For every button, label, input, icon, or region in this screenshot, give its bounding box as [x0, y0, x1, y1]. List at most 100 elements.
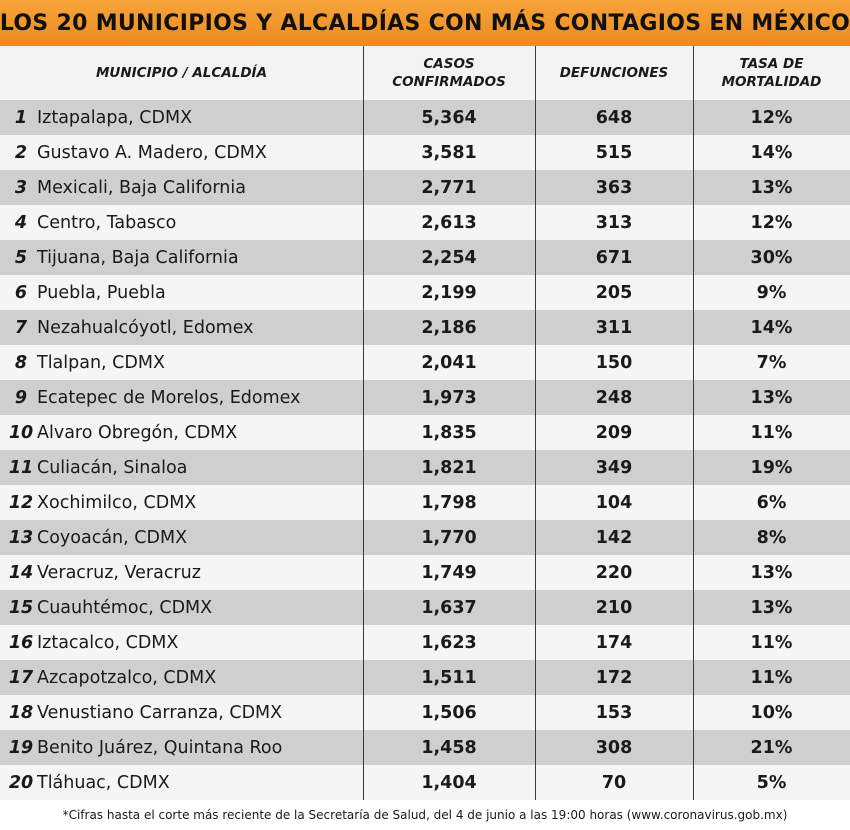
table-row: 15 Cuauhtémoc, CDMX 1,637 210 13%	[0, 590, 850, 625]
table-header: MUNICIPIO / ALCALDÍA CASOS CONFIRMADOS D…	[0, 46, 850, 100]
defunciones-cell: 210	[595, 597, 633, 618]
column-header-defunciones: DEFUNCIONES	[535, 46, 693, 100]
rank-cell: 2	[14, 142, 28, 163]
tasa-cell: 14%	[750, 142, 793, 163]
rank-cell: 1	[14, 107, 28, 128]
table-row: 19 Benito Juárez, Quintana Roo 1,458 308 21%	[0, 730, 850, 765]
rank-cell: 13	[8, 527, 34, 548]
rank-cell: 18	[8, 702, 34, 723]
casos-cell: 1,637	[421, 597, 477, 618]
tasa-cell: 12%	[750, 212, 793, 233]
table-row: 5 Tijuana, Baja California 2,254 671 30%	[0, 240, 850, 275]
defunciones-cell: 142	[595, 527, 633, 548]
defunciones-cell: 174	[595, 632, 633, 653]
municipio-cell: Iztapalapa, CDMX	[37, 107, 193, 128]
defunciones-cell: 349	[595, 457, 633, 478]
column-divider	[693, 46, 694, 800]
table-row: 8 Tlalpan, CDMX 2,041 150 7%	[0, 345, 850, 380]
tasa-cell: 10%	[750, 702, 793, 723]
rank-cell: 14	[8, 562, 34, 583]
rank-cell: 15	[8, 597, 34, 618]
rank-cell: 4	[14, 212, 28, 233]
tasa-cell: 9%	[756, 282, 787, 303]
tasa-cell: 19%	[750, 457, 793, 478]
tasa-cell: 7%	[756, 352, 787, 373]
table-row: 17 Azcapotzalco, CDMX 1,511 172 11%	[0, 660, 850, 695]
source-footnote: *Cifras hasta el corte más reciente de l…	[62, 808, 788, 822]
table-row: 10 Alvaro Obregón, CDMX 1,835 209 11%	[0, 415, 850, 450]
casos-cell: 1,770	[421, 527, 477, 548]
table-row: 11 Culiacán, Sinaloa 1,821 349 19%	[0, 450, 850, 485]
casos-cell: 1,623	[421, 632, 477, 653]
rank-cell: 19	[8, 737, 34, 758]
rank-cell: 16	[8, 632, 34, 653]
municipio-cell: Alvaro Obregón, CDMX	[37, 422, 238, 443]
defunciones-cell: 313	[595, 212, 633, 233]
casos-cell: 1,511	[421, 667, 477, 688]
casos-cell: 1,798	[421, 492, 477, 513]
column-header-casos-label: CASOS CONFIRMADOS	[392, 56, 506, 90]
municipio-cell: Xochimilco, CDMX	[37, 492, 197, 513]
defunciones-cell: 209	[595, 422, 633, 443]
tasa-cell: 14%	[750, 317, 793, 338]
rank-cell: 3	[14, 177, 28, 198]
defunciones-cell: 648	[595, 107, 633, 128]
casos-cell: 1,973	[421, 387, 477, 408]
casos-cell: 1,458	[421, 737, 477, 758]
casos-cell: 1,749	[421, 562, 477, 583]
column-divider	[363, 46, 364, 800]
table-row: 14 Veracruz, Veracruz 1,749 220 13%	[0, 555, 850, 590]
table-row: 6 Puebla, Puebla 2,199 205 9%	[0, 275, 850, 310]
column-header-tasa-label: TASA DE MORTALIDAD	[721, 56, 822, 90]
tasa-cell: 13%	[750, 387, 793, 408]
table-row: 16 Iztacalco, CDMX 1,623 174 11%	[0, 625, 850, 660]
tasa-cell: 12%	[750, 107, 793, 128]
municipio-cell: Puebla, Puebla	[37, 282, 166, 303]
defunciones-cell: 363	[595, 177, 633, 198]
tasa-cell: 5%	[756, 772, 787, 793]
defunciones-cell: 311	[595, 317, 633, 338]
tasa-cell: 13%	[750, 562, 793, 583]
table-row: 4 Centro, Tabasco 2,613 313 12%	[0, 205, 850, 240]
defunciones-cell: 150	[595, 352, 633, 373]
casos-cell: 2,041	[421, 352, 477, 373]
tasa-cell: 11%	[750, 632, 793, 653]
rank-cell: 20	[8, 772, 34, 793]
casos-cell: 1,506	[421, 702, 477, 723]
casos-cell: 2,254	[421, 247, 477, 268]
tasa-cell: 13%	[750, 177, 793, 198]
municipio-cell: Mexicali, Baja California	[37, 177, 246, 198]
defunciones-cell: 153	[595, 702, 633, 723]
tasa-cell: 21%	[750, 737, 793, 758]
casos-cell: 3,581	[421, 142, 477, 163]
defunciones-cell: 248	[595, 387, 633, 408]
rank-cell: 9	[14, 387, 28, 408]
casos-cell: 2,771	[421, 177, 477, 198]
tasa-cell: 30%	[750, 247, 793, 268]
municipio-cell: Tlalpan, CDMX	[37, 352, 165, 373]
municipio-cell: Tijuana, Baja California	[37, 247, 239, 268]
tasa-cell: 11%	[750, 422, 793, 443]
defunciones-cell: 104	[595, 492, 633, 513]
rank-cell: 7	[14, 317, 28, 338]
casos-cell: 5,364	[421, 107, 477, 128]
tasa-cell: 6%	[756, 492, 787, 513]
column-header-tasa: TASA DE MORTALIDAD	[693, 46, 850, 100]
table-row: 3 Mexicali, Baja California 2,771 363 13%	[0, 170, 850, 205]
municipio-cell: Culiacán, Sinaloa	[37, 457, 188, 478]
tasa-cell: 11%	[750, 667, 793, 688]
table-row: 1 Iztapalapa, CDMX 5,364 648 12%	[0, 100, 850, 135]
casos-cell: 2,613	[421, 212, 477, 233]
defunciones-cell: 308	[595, 737, 633, 758]
municipio-cell: Ecatepec de Morelos, Edomex	[37, 387, 301, 408]
rank-cell: 12	[8, 492, 34, 513]
defunciones-cell: 70	[601, 772, 627, 793]
municipio-cell: Cuauhtémoc, CDMX	[37, 597, 213, 618]
defunciones-cell: 671	[595, 247, 633, 268]
column-divider	[535, 46, 536, 800]
defunciones-cell: 172	[595, 667, 633, 688]
municipio-cell: Coyoacán, CDMX	[37, 527, 188, 548]
rank-cell: 8	[14, 352, 28, 373]
table-row: 2 Gustavo A. Madero, CDMX 3,581 515 14%	[0, 135, 850, 170]
